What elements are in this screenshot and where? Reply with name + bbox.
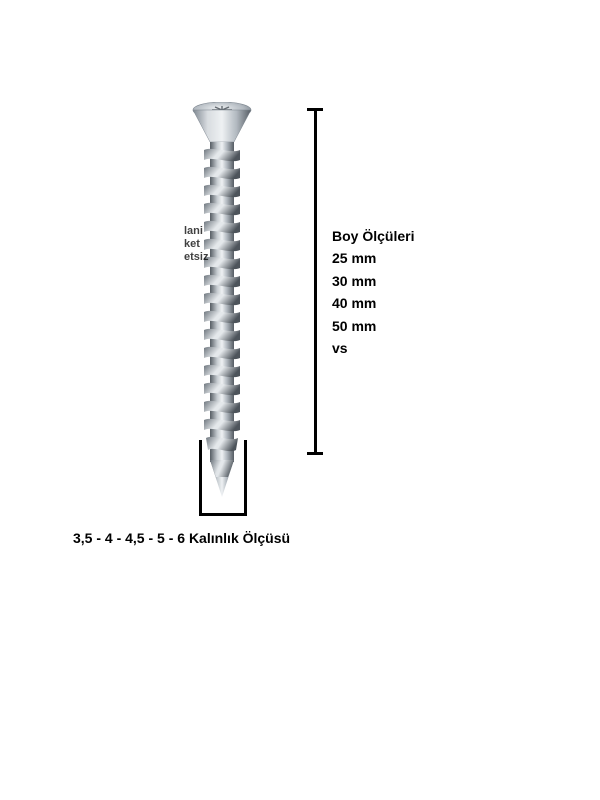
length-value: vs xyxy=(332,337,414,359)
thickness-bracket-left xyxy=(199,440,202,516)
length-bracket-bottom-cap xyxy=(307,452,323,455)
screw-svg xyxy=(188,102,256,497)
watermark-text: lani ket etsiz xyxy=(184,225,208,265)
length-value: 50 mm xyxy=(332,315,414,337)
length-label-block: Boy Ölçüleri 25 mm 30 mm 40 mm 50 mm vs xyxy=(332,225,414,359)
diagram-canvas: Boy Ölçüleri 25 mm 30 mm 40 mm 50 mm vs … xyxy=(0,0,600,800)
watermark-line: ket xyxy=(184,238,208,251)
thickness-label: 3,5 - 4 - 4,5 - 5 - 6 Kalınlık Ölçüsü xyxy=(73,530,290,546)
length-value: 30 mm xyxy=(332,270,414,292)
watermark-line: lani xyxy=(184,225,208,238)
thickness-bracket-bottom xyxy=(199,513,247,516)
screw-illustration xyxy=(188,102,256,497)
thickness-bracket-right xyxy=(244,440,247,516)
watermark-line: etsiz xyxy=(184,251,208,264)
length-title: Boy Ölçüleri xyxy=(332,225,414,247)
length-bracket-line xyxy=(314,108,317,455)
length-value: 40 mm xyxy=(332,292,414,314)
length-value: 25 mm xyxy=(332,247,414,269)
